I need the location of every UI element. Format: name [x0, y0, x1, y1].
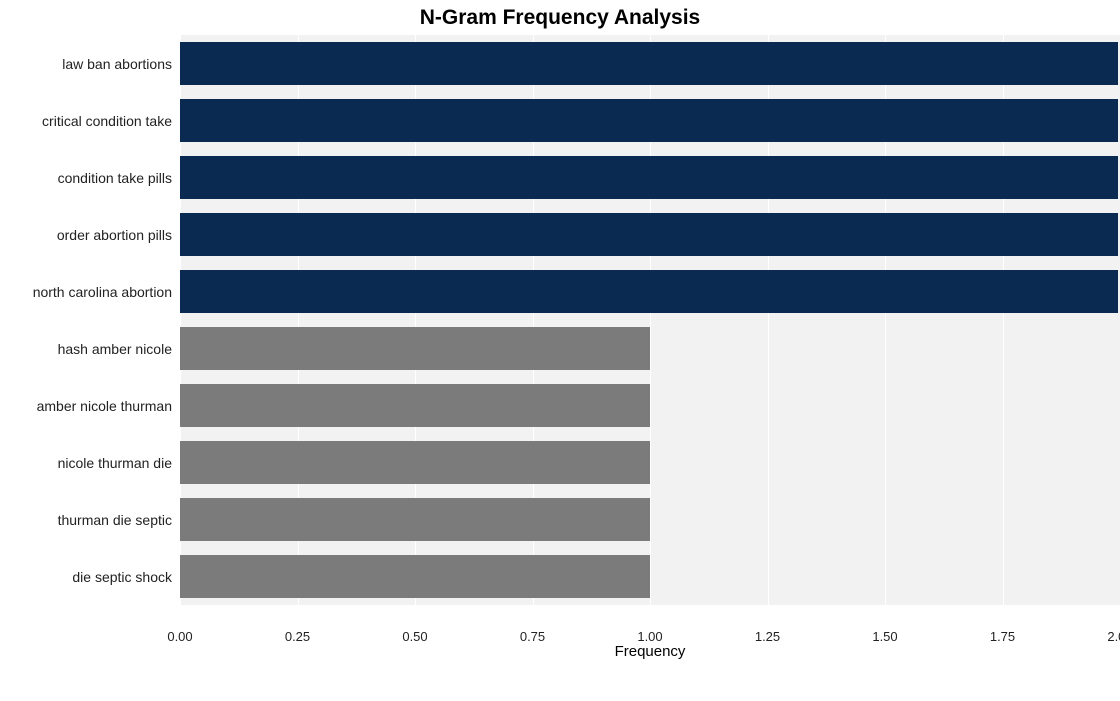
y-tick-label: order abortion pills	[57, 227, 180, 243]
y-tick-label: north carolina abortion	[33, 284, 180, 300]
x-tick-label: 1.00	[637, 619, 662, 644]
plot-area: 0.000.250.500.751.001.251.501.752.00law …	[180, 35, 1120, 635]
bar	[180, 42, 1118, 85]
y-tick-label: thurman die septic	[58, 512, 180, 528]
x-tick-label: 0.75	[520, 619, 545, 644]
x-tick-label: 0.50	[402, 619, 427, 644]
y-tick-label: die septic shock	[72, 569, 180, 585]
bar	[180, 555, 650, 598]
y-tick-label: nicole thurman die	[58, 455, 180, 471]
x-tick-label: 1.25	[755, 619, 780, 644]
y-tick-label: condition take pills	[58, 170, 180, 186]
y-tick-label: critical condition take	[42, 113, 180, 129]
x-axis-title: Frequency	[180, 643, 1120, 660]
bar	[180, 327, 650, 370]
bar	[180, 498, 650, 541]
bar	[180, 270, 1118, 313]
bar	[180, 384, 650, 427]
y-tick-label: hash amber nicole	[58, 341, 180, 357]
chart-title: N-Gram Frequency Analysis	[0, 6, 1120, 30]
bar	[180, 441, 650, 484]
bar	[180, 213, 1118, 256]
bar	[180, 99, 1118, 142]
x-tick-label: 0.00	[167, 619, 192, 644]
x-tick-label: 1.75	[990, 619, 1015, 644]
x-tick-label: 0.25	[285, 619, 310, 644]
y-tick-label: law ban abortions	[62, 56, 180, 72]
y-tick-label: amber nicole thurman	[37, 398, 180, 414]
bar	[180, 156, 1118, 199]
ngram-frequency-chart: N-Gram Frequency Analysis 0.000.250.500.…	[0, 0, 1120, 701]
x-tick-label: 2.00	[1107, 619, 1120, 644]
x-tick-label: 1.50	[872, 619, 897, 644]
